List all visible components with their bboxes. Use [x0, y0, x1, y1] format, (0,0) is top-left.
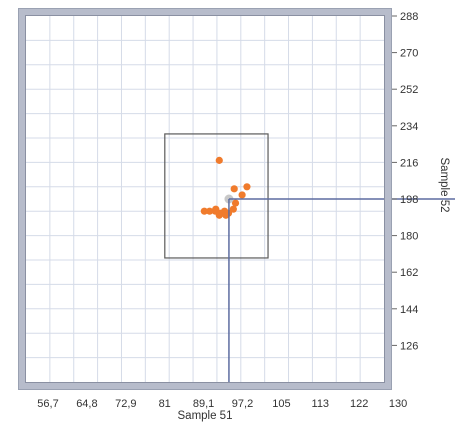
data-points	[200, 156, 251, 219]
y-tick-label: 198	[400, 194, 418, 206]
y-tick-label: 126	[400, 340, 418, 352]
x-tick-label: 113	[312, 398, 330, 410]
selection-box[interactable]	[164, 133, 269, 259]
data-point	[206, 207, 214, 215]
y-tick-label: 234	[400, 121, 418, 133]
x-tick-label: 97,2	[232, 398, 253, 410]
data-point	[215, 211, 223, 219]
y-tick-label: 144	[400, 304, 418, 316]
x-tick-label: 72,9	[115, 398, 136, 410]
y-tick-labels: 288 270 252 234 216 198 180 162 144 126	[392, 11, 418, 352]
frame-outline-outer	[18, 8, 392, 390]
y-tick-label: 180	[400, 231, 418, 243]
x-axis-label: Sample 51	[178, 410, 233, 422]
x-tick-label: 81	[159, 398, 171, 410]
y-tick-label: 252	[400, 84, 418, 96]
y-tick-label: 288	[400, 11, 418, 23]
x-tick-label: 89,1	[193, 398, 214, 410]
y-tick-label: 216	[400, 157, 418, 169]
data-point	[243, 183, 251, 191]
plot-frame	[18, 8, 392, 390]
data-point	[215, 156, 223, 164]
x-tick-label: 64,8	[76, 398, 97, 410]
frame-outline-inner	[25, 15, 385, 383]
x-tick-label: 105	[272, 398, 290, 410]
x-tick-label: 122	[350, 398, 368, 410]
x-tick-label: 130	[389, 398, 407, 410]
data-point	[231, 199, 240, 207]
data-point	[200, 207, 208, 215]
data-point	[230, 185, 238, 193]
data-point	[229, 205, 237, 213]
data-point	[238, 191, 246, 199]
x-tick-labels: 56,7 64,8 72,9 81 89,1 97,2 105 113 122 130	[37, 398, 407, 410]
y-tick-label: 270	[400, 48, 418, 60]
y-tick-label: 162	[400, 267, 418, 279]
selection-rectangle[interactable]	[164, 133, 269, 259]
y-axis-label: Sample 52	[438, 158, 450, 213]
data-point	[222, 211, 230, 219]
crosshair[interactable]	[228, 198, 455, 390]
x-tick-label: 56,7	[37, 398, 58, 410]
